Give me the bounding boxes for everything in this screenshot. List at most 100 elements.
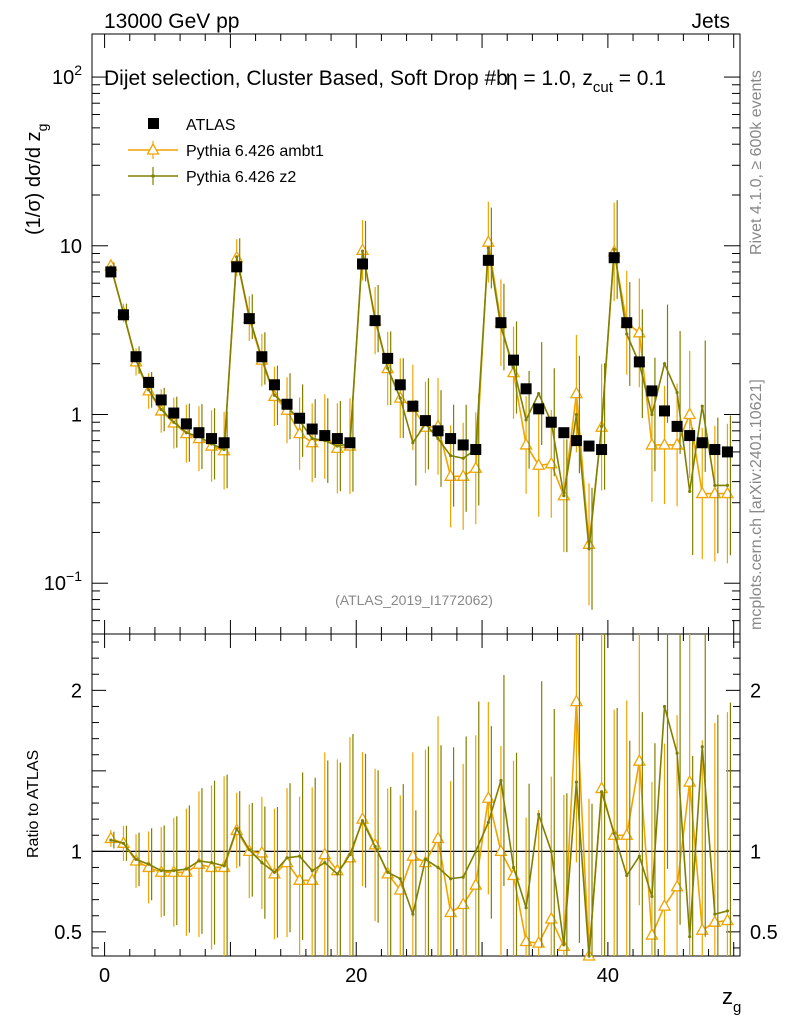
pythia-6-426-z2-marker — [688, 489, 692, 494]
pythia-6-426-z2-ratio-marker — [524, 906, 528, 910]
pythia-6-426-z2-ratio-marker — [235, 827, 239, 831]
atlas-marker — [445, 433, 457, 445]
atlas-marker — [382, 352, 394, 364]
pythia-6-426-ambt1-ratio-marker — [494, 844, 508, 856]
atlas-marker — [432, 425, 444, 437]
x-tick-label: 20 — [345, 965, 367, 987]
pythia-6-426-z2-marker — [360, 249, 365, 253]
side-label-bottom: mcplots.cern.ch [arXiv:2401.10621] — [748, 379, 765, 630]
pythia-6-426-z2-ratio-marker — [461, 875, 465, 879]
pythia-6-426-z2-ratio-marker — [625, 873, 629, 878]
legend-label: ATLAS — [186, 117, 236, 134]
pythia-6-426-z2-ratio-marker — [222, 864, 226, 868]
pythia-6-426-z2-ratio-marker — [637, 854, 641, 858]
pythia-6-426-z2-marker — [537, 392, 541, 396]
y-tick-label: 10−1 — [44, 568, 82, 595]
pythia-6-426-z2-ratio-marker — [121, 841, 126, 845]
main-data — [104, 200, 735, 610]
pythia-6-426-ambt1-ratio-marker — [683, 774, 697, 787]
pythia-6-426-ambt1-marker — [444, 468, 458, 481]
ratio-tick-label-right: 0.5 — [750, 922, 778, 944]
pythia-6-426-z2-ratio-marker — [449, 877, 453, 881]
atlas-marker — [671, 420, 683, 432]
pythia-6-426-z2-marker — [386, 366, 390, 370]
atlas-marker — [130, 351, 142, 363]
atlas-marker — [482, 254, 494, 266]
pythia-6-426-z2-ratio-marker — [348, 852, 352, 857]
pythia-6-426-z2-marker — [159, 407, 163, 412]
pythia-6-426-z2-ratio-marker — [172, 869, 176, 873]
pythia-6-426-z2-marker — [235, 255, 239, 259]
atlas-marker — [369, 315, 381, 327]
atlas-marker — [243, 313, 255, 325]
y-axis-label-sub: g — [34, 124, 50, 132]
x-axis-label: zg — [722, 984, 741, 1016]
atlas-marker — [696, 437, 708, 449]
pythia-6-426-z2-ratio-marker — [474, 849, 478, 853]
x-axis-label-main: z — [722, 984, 733, 1009]
pythia-6-426-z2-marker — [511, 365, 516, 370]
pythia-6-426-z2-marker — [184, 431, 188, 435]
atlas-marker — [344, 437, 356, 449]
pythia-6-426-ambt1-marker — [720, 486, 735, 499]
atlas-marker — [646, 385, 658, 397]
pythia-6-426-ambt1-ratio-marker — [569, 694, 584, 707]
atlas-marker — [231, 261, 243, 273]
pythia-6-426-z2-marker — [310, 436, 314, 441]
pythia-6-426-z2-marker — [650, 412, 654, 417]
atlas-marker — [407, 400, 419, 412]
pythia-6-426-ambt1-marker — [519, 437, 533, 450]
pythia-6-426-z2-ratio-marker — [486, 820, 490, 824]
atlas-marker — [306, 423, 318, 435]
pythia-6-426-ambt1-ratio-marker — [444, 905, 458, 918]
atlas-marker — [684, 430, 696, 442]
pythia-6-426-z2-ratio-marker — [360, 819, 365, 823]
pythia-6-426-ambt1-marker — [708, 486, 722, 499]
ratio-tick-label-right: 2 — [750, 680, 761, 702]
pythia-6-426-z2-marker — [172, 420, 176, 424]
pythia-6-426-z2-marker — [700, 404, 704, 408]
pythia-6-426-z2-marker — [713, 483, 717, 487]
pythia-6-426-z2-ratio-marker — [285, 856, 289, 860]
atlas-marker — [570, 435, 582, 447]
pythia-6-426-z2-ratio-marker — [688, 935, 692, 939]
ratio-y-axis-label: Ratio to ATLAS — [25, 750, 42, 858]
pythia-6-426-z2-ratio-marker — [436, 865, 440, 870]
atlas-marker — [457, 439, 469, 451]
pythia-6-426-z2-ratio-marker — [411, 912, 415, 916]
atlas-marker — [105, 266, 117, 278]
plot-title-main: Dijet selection, Cluster Based, Soft Dro… — [104, 67, 508, 90]
pythia-6-426-z2-marker — [272, 393, 277, 397]
pythia-6-426-ambt1-marker — [469, 460, 483, 473]
y-axis-label: (1/σ) dσ/d zg — [23, 124, 50, 235]
pythia-6-426-z2-marker — [562, 494, 566, 498]
atlas-marker — [608, 252, 620, 264]
pythia-6-426-z2-marker — [222, 447, 226, 452]
atlas-marker — [218, 437, 230, 449]
header-right: Jets — [691, 10, 730, 33]
pythia-6-426-z2-ratio-marker — [725, 909, 730, 913]
atlas-marker — [721, 446, 733, 458]
pythia-6-426-z2-ratio-marker — [298, 854, 302, 858]
pythia-6-426-z2-ratio-marker — [323, 861, 327, 865]
pythia-6-426-z2-ratio-marker — [599, 790, 604, 794]
x-axis-label-sub: g — [733, 999, 741, 1016]
pythia-6-426-z2-ratio-marker — [574, 780, 579, 784]
pythia-6-426-ambt1-ratio-marker — [431, 831, 445, 844]
pythia-6-426-z2-ratio-marker — [335, 872, 339, 876]
pythia-6-426-ambt1-ratio-marker — [620, 827, 634, 840]
pythia-6-426-ambt1-marker — [569, 386, 584, 399]
plot-title-tail: = 0.1 — [613, 67, 666, 90]
pythia-6-426-ambt1-ratio-marker — [720, 913, 735, 926]
atlas-marker — [268, 379, 280, 391]
pythia-6-426-z2-ratio-marker — [562, 943, 566, 947]
header-left: 13000 GeV pp — [104, 10, 239, 33]
pythia-6-426-z2-ratio-marker — [260, 861, 264, 865]
pythia-6-426-z2-ratio-marker — [386, 870, 390, 874]
pythia-6-426-ambt1-ratio-marker — [645, 927, 659, 940]
pythia-6-426-z2-marker — [486, 246, 490, 250]
pythia-6-426-ambt1-marker — [670, 437, 684, 450]
plot-title-sub: cut — [593, 79, 614, 96]
